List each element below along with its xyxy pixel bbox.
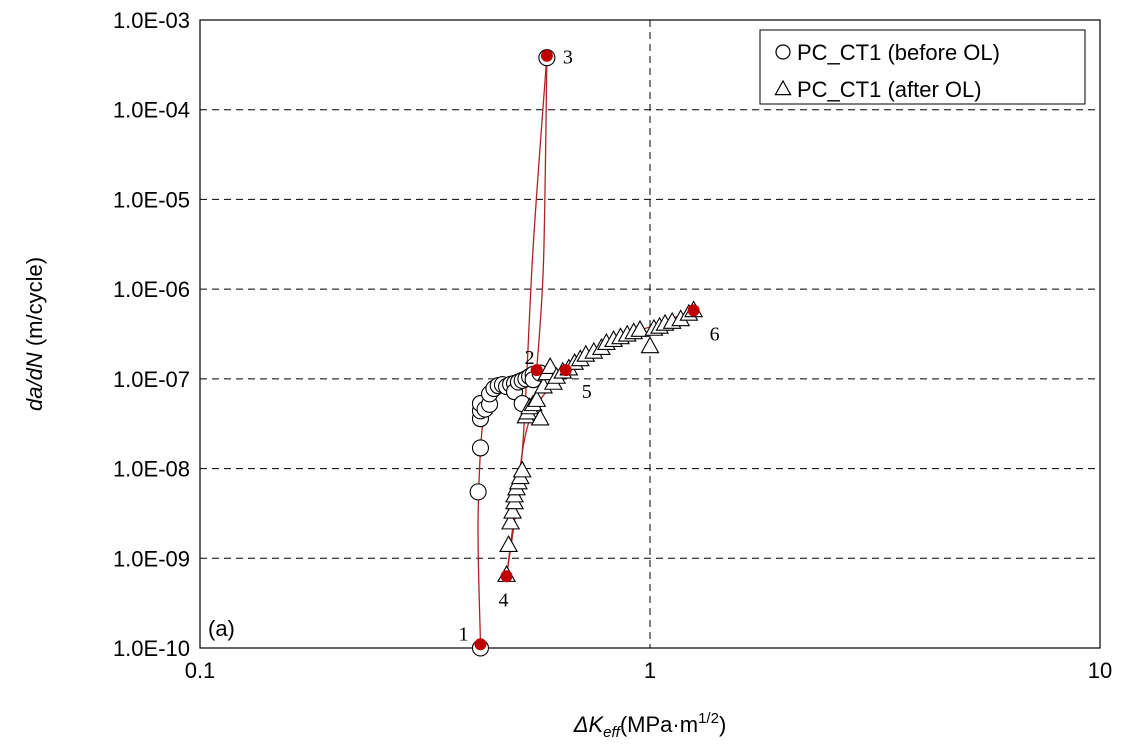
x-label-subscript: eff bbox=[603, 724, 622, 741]
triangle-marker bbox=[503, 501, 523, 519]
legend-entry-after-ol: PC_CT1 (after OL) bbox=[797, 77, 982, 102]
triangle-marker bbox=[499, 535, 519, 553]
y-tick-label: 1.0E-04 bbox=[113, 98, 190, 123]
x-label-superscript: 1/2 bbox=[698, 710, 719, 727]
y-tick-label: 1.0E-06 bbox=[113, 277, 190, 302]
triangle-marker bbox=[530, 408, 550, 426]
legend-box bbox=[759, 29, 1086, 105]
key-point-label: 4 bbox=[499, 589, 509, 611]
key-point-label: 1 bbox=[458, 623, 468, 645]
x-tick-label: 10 bbox=[1088, 658, 1112, 683]
x-label-close: ) bbox=[719, 712, 726, 737]
x-axis-label: ΔKeff(MPa·m1/2) bbox=[573, 710, 727, 741]
x-label-main: ΔK bbox=[573, 712, 605, 737]
key-point-label: 5 bbox=[582, 381, 592, 403]
key-point-marker bbox=[559, 364, 572, 377]
legend-circle-icon bbox=[775, 44, 791, 60]
y-label-unit: (m/cycle) bbox=[22, 257, 47, 352]
key-point-marker bbox=[500, 570, 513, 583]
y-axis-ticks: 1.0E-10 1.0E-09 1.0E-08 1.0E-07 1.0E-06 1.0E-… bbox=[113, 8, 190, 661]
key-point-label: 2 bbox=[525, 347, 535, 369]
legend: PC_CT1 (before OL) PC_CT1 (after OL) bbox=[759, 29, 1086, 105]
key-point-marker bbox=[687, 304, 700, 317]
y-tick-label: 1.0E-10 bbox=[113, 636, 190, 661]
key-point-marker bbox=[530, 364, 543, 377]
triangle-marker bbox=[630, 319, 650, 337]
circle-marker bbox=[469, 483, 487, 501]
y-tick-label: 1.0E-08 bbox=[113, 457, 190, 482]
y-tick-label: 1.0E-03 bbox=[113, 8, 190, 33]
y-tick-label: 1.0E-09 bbox=[113, 546, 190, 571]
y-tick-label: 1.0E-07 bbox=[113, 367, 190, 392]
triangle-marker bbox=[501, 512, 521, 530]
y-label-main: da/dN bbox=[22, 352, 47, 411]
legend-entry-before-ol: PC_CT1 (before OL) bbox=[797, 40, 1000, 65]
panel-label: (a) bbox=[208, 616, 235, 641]
circle-marker bbox=[471, 439, 490, 457]
legend-triangle-icon bbox=[774, 79, 792, 96]
key-point-label: 6 bbox=[710, 323, 720, 345]
triangle-marker bbox=[540, 357, 560, 375]
x-tick-label: 0.1 bbox=[185, 658, 216, 683]
data-markers bbox=[469, 49, 704, 657]
key-point-marker bbox=[474, 638, 487, 651]
fit-curve bbox=[536, 55, 548, 371]
key-point-marker bbox=[540, 49, 553, 62]
triangle-marker bbox=[512, 460, 532, 478]
key-points: 1 2 3 4 5 6 bbox=[458, 47, 720, 651]
x-label-unit: (MPa·m bbox=[620, 712, 698, 737]
triangle-marker bbox=[527, 389, 547, 407]
triangle-marker bbox=[640, 336, 660, 354]
x-tick-label: 1 bbox=[644, 658, 656, 683]
plot-frame bbox=[199, 19, 1101, 649]
y-tick-label: 1.0E-05 bbox=[113, 187, 190, 212]
y-axis-label: da/dN (m/cycle) bbox=[22, 257, 47, 411]
key-point-label: 3 bbox=[563, 47, 573, 69]
x-axis-ticks: 0.1 1 10 bbox=[185, 658, 1113, 683]
